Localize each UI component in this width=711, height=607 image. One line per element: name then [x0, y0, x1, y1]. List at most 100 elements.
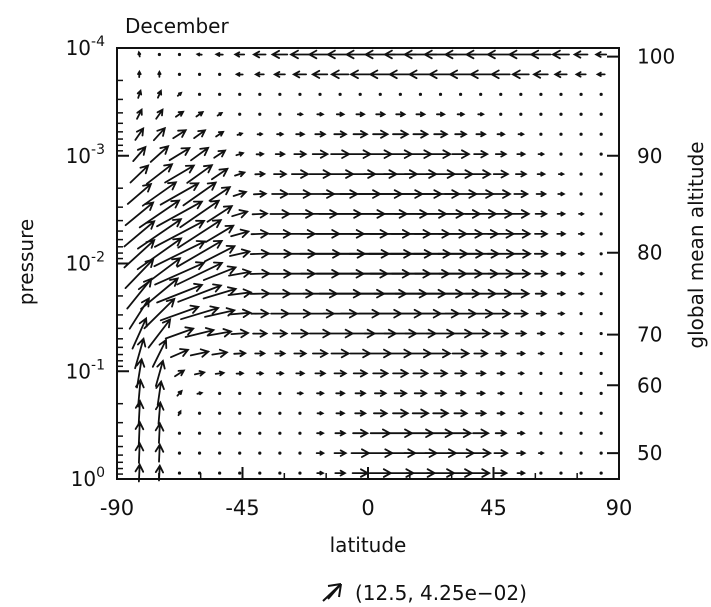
- vector-arrow: [557, 191, 566, 197]
- vector-arrow: [155, 400, 165, 425]
- vector-arrow: [155, 108, 164, 120]
- vector-arrow: [154, 261, 206, 286]
- vector-arrow: [594, 51, 608, 58]
- vector-arrow: [392, 368, 410, 378]
- vector-arrow: [472, 428, 491, 438]
- vector-arrow: [177, 409, 182, 417]
- vector-dot: [579, 391, 583, 395]
- vector-arrow: [154, 219, 206, 248]
- vector-arrow: [335, 111, 346, 117]
- vector-dot: [197, 92, 202, 96]
- vector-arrow: [534, 269, 549, 278]
- vector-dot: [338, 92, 342, 96]
- vector-arrow: [512, 288, 531, 299]
- vector-dot: [298, 431, 302, 435]
- vector-arrow: [176, 261, 224, 286]
- vector-dot: [579, 152, 583, 156]
- vector-arrow: [123, 238, 156, 269]
- x-tick-label: -90: [100, 496, 134, 520]
- vector-dot: [559, 92, 563, 96]
- vector-dot: [238, 451, 242, 455]
- vector-arrow: [351, 468, 370, 478]
- vector-dot: [157, 52, 161, 57]
- vector-arrow: [511, 269, 532, 279]
- vector-dot: [298, 471, 302, 475]
- vector-arrow: [228, 308, 253, 318]
- vector-arrow: [151, 338, 168, 368]
- vector-arrow: [475, 410, 488, 417]
- vector-dot: [197, 451, 202, 455]
- vector-arrow: [352, 130, 369, 139]
- vector-dot: [238, 431, 242, 435]
- vector-arrow: [229, 248, 252, 258]
- vector-arrow: [315, 450, 326, 456]
- right-axis-label: global mean altitude: [684, 141, 708, 348]
- vector-arrow: [134, 126, 145, 141]
- vector-arrow: [572, 50, 589, 59]
- vector-arrow: [513, 309, 530, 318]
- vector-arrow: [270, 308, 291, 319]
- x-axis-ticks: -90 -45 0 45 90: [100, 467, 632, 520]
- vector-arrow: [551, 49, 570, 60]
- vector-arrow: [194, 370, 207, 377]
- vector-arrow: [517, 132, 526, 137]
- vector-arrow: [411, 408, 430, 418]
- vector-dot: [398, 92, 402, 96]
- vector-dot: [599, 272, 603, 276]
- vector-arrow: [145, 163, 174, 185]
- vector-arrow: [154, 421, 165, 444]
- plot-frame: [116, 47, 620, 480]
- vector-dot: [519, 92, 523, 96]
- vector-arrow: [157, 89, 163, 99]
- vector-dot: [539, 92, 543, 96]
- right-tick-label: 60: [637, 373, 662, 397]
- vector-dot: [278, 391, 282, 395]
- vector-dot: [599, 331, 603, 336]
- vector-arrow: [449, 428, 473, 438]
- vector-arrow: [507, 49, 534, 60]
- vector-arrow: [475, 131, 487, 138]
- vector-dot: [579, 112, 583, 116]
- vector-arrow: [250, 229, 270, 239]
- vector-arrow: [159, 182, 200, 206]
- vector-arrow: [433, 130, 449, 139]
- vector-arrow: [453, 409, 469, 418]
- vector-dot: [539, 471, 543, 475]
- vector-arrow: [409, 348, 433, 359]
- vector-arrow: [176, 91, 183, 97]
- vector-arrow: [512, 209, 531, 219]
- vector-arrow: [274, 151, 286, 158]
- vector-arrow: [448, 69, 472, 80]
- vector-dot: [458, 92, 463, 96]
- vector-arrow: [490, 308, 512, 319]
- vector-arrow: [136, 89, 143, 99]
- vector-arrow: [475, 370, 487, 377]
- vector-arrow: [254, 170, 267, 178]
- vector-arrow: [310, 69, 329, 79]
- vector-dot: [579, 331, 583, 336]
- vector-dot: [358, 92, 362, 96]
- vector-arrow: [510, 69, 530, 80]
- vector-arrow: [270, 49, 289, 59]
- vector-arrow: [333, 449, 348, 457]
- vector-arrow: [155, 359, 166, 387]
- vector-arrow: [488, 288, 514, 299]
- vector-arrow: [137, 69, 142, 78]
- vector-arrow: [256, 132, 264, 137]
- vector-dot: [298, 92, 302, 96]
- vector-arrow: [137, 50, 142, 58]
- right-tick-label: 100: [637, 45, 675, 69]
- vector-arrow: [182, 181, 218, 207]
- vector-dot: [539, 132, 543, 136]
- vector-dot: [579, 312, 583, 316]
- x-tick-label: -45: [225, 496, 259, 520]
- vector-arrow: [375, 111, 387, 118]
- vector-dot: [218, 471, 222, 475]
- vector-arrow: [314, 370, 327, 377]
- vector-arrow: [577, 231, 586, 236]
- vector-arrow: [448, 468, 474, 478]
- vector-arrow: [251, 209, 269, 219]
- vector-arrow: [295, 370, 306, 377]
- vector-arrow: [349, 348, 372, 359]
